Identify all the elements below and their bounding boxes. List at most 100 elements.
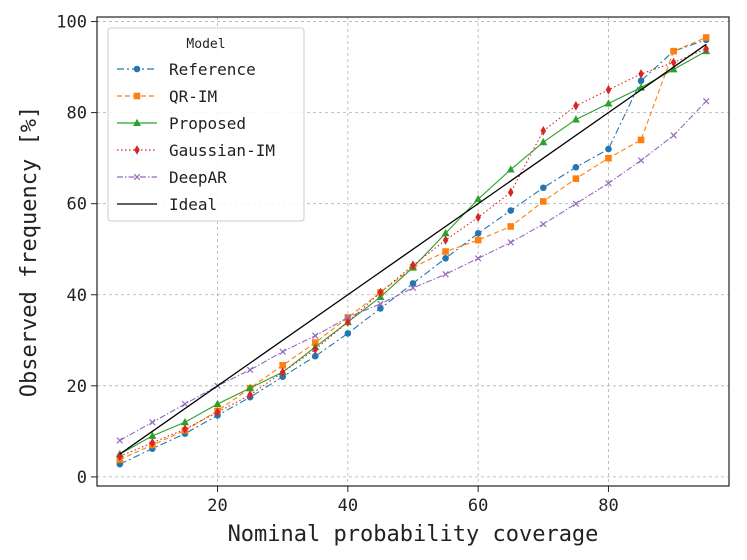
data-point-gaussian-im bbox=[605, 85, 612, 95]
data-point-reference bbox=[442, 255, 449, 262]
data-point-gaussian-im bbox=[182, 424, 188, 434]
legend-entry-proposed: Proposed bbox=[117, 114, 246, 133]
data-point-gaussian-im bbox=[410, 260, 416, 270]
data-point-gaussian-im bbox=[149, 437, 156, 448]
series-ideal bbox=[119, 43, 707, 455]
data-point-gaussian-im bbox=[214, 407, 221, 418]
data-point-proposed bbox=[571, 115, 580, 123]
data-point-proposed bbox=[604, 99, 613, 107]
data-point-gaussian-im bbox=[247, 390, 253, 400]
data-point-deepar bbox=[377, 300, 384, 308]
legend-box bbox=[107, 27, 305, 222]
y-tick-label: 100 bbox=[56, 13, 87, 33]
data-point-reference bbox=[507, 207, 515, 214]
data-point-qr-im bbox=[311, 339, 319, 346]
data-point-gaussian-im bbox=[442, 235, 449, 245]
series-line-ideal bbox=[119, 43, 707, 455]
legend-marker-qr-im bbox=[133, 92, 141, 100]
data-point-gaussian-im bbox=[117, 451, 123, 462]
series-layer bbox=[115, 34, 711, 468]
legend-entry-ideal: Ideal bbox=[117, 195, 217, 214]
legend-marker-deepar bbox=[133, 173, 141, 181]
data-point-deepar bbox=[312, 332, 319, 339]
data-point-qr-im bbox=[507, 223, 515, 230]
x-tick-label: 80 bbox=[598, 496, 618, 516]
data-point-qr-im bbox=[442, 248, 449, 255]
y-tick-label: 60 bbox=[67, 195, 87, 215]
legend-label: DeepAR bbox=[169, 168, 227, 187]
data-point-deepar bbox=[507, 239, 514, 246]
legend-label: Reference bbox=[169, 60, 256, 79]
legend-label: Gaussian-IM bbox=[169, 141, 275, 160]
y-tick-label: 0 bbox=[77, 468, 87, 488]
data-point-deepar bbox=[670, 132, 677, 139]
data-point-qr-im bbox=[474, 236, 482, 244]
data-point-proposed bbox=[669, 65, 678, 73]
data-point-reference bbox=[377, 305, 384, 312]
data-point-reference bbox=[344, 330, 352, 337]
data-point-qr-im bbox=[279, 362, 286, 369]
data-point-deepar bbox=[540, 220, 547, 228]
data-point-proposed bbox=[246, 383, 255, 392]
data-point-deepar bbox=[442, 271, 449, 278]
legend-title: Model bbox=[186, 37, 225, 52]
data-point-deepar bbox=[605, 179, 612, 187]
data-point-proposed bbox=[213, 399, 222, 408]
y-tick-label: 40 bbox=[67, 286, 87, 306]
legend-label: QR-IM bbox=[169, 87, 217, 106]
data-point-gaussian-im bbox=[703, 44, 709, 54]
data-point-gaussian-im bbox=[377, 287, 384, 298]
y-tick-label: 80 bbox=[67, 104, 87, 124]
data-point-gaussian-im bbox=[279, 367, 286, 377]
legend-marker-gaussian-im bbox=[134, 145, 140, 155]
data-point-reference bbox=[311, 352, 319, 360]
data-point-qr-im bbox=[702, 34, 710, 41]
data-point-qr-im bbox=[637, 136, 645, 144]
data-point-qr-im bbox=[670, 47, 677, 55]
legend-label: Ideal bbox=[169, 195, 217, 214]
legend-entry-gaussian-im: Gaussian-IM bbox=[117, 141, 275, 160]
data-point-proposed bbox=[539, 137, 548, 146]
data-point-gaussian-im bbox=[507, 187, 514, 198]
legend-entry-qr-im: QR-IM bbox=[117, 87, 217, 106]
data-point-proposed bbox=[180, 417, 189, 426]
data-point-deepar bbox=[637, 157, 645, 164]
data-point-deepar bbox=[572, 200, 580, 207]
data-point-reference bbox=[605, 145, 612, 153]
x-tick-label: 60 bbox=[468, 496, 488, 516]
legend-marker-proposed bbox=[133, 118, 141, 126]
data-point-proposed bbox=[148, 431, 157, 439]
data-point-reference bbox=[474, 229, 482, 237]
data-point-qr-im bbox=[540, 198, 547, 205]
data-point-gaussian-im bbox=[638, 69, 644, 79]
data-point-deepar bbox=[149, 419, 156, 426]
data-point-deepar bbox=[474, 255, 482, 262]
data-point-gaussian-im bbox=[670, 57, 677, 68]
x-tick-label: 40 bbox=[338, 496, 358, 516]
legend-entry-deepar: DeepAR bbox=[117, 168, 227, 187]
data-point-deepar bbox=[702, 98, 710, 105]
y-tick-label: 20 bbox=[67, 377, 87, 397]
data-point-proposed bbox=[474, 194, 483, 203]
data-point-proposed bbox=[441, 228, 450, 237]
data-point-qr-im bbox=[572, 175, 580, 182]
data-point-proposed bbox=[506, 165, 515, 173]
data-point-reference bbox=[637, 77, 645, 85]
data-point-gaussian-im bbox=[573, 100, 579, 111]
data-point-gaussian-im bbox=[312, 344, 319, 355]
legend: Model Reference QR-IM Proposed Gaussian-IM D… bbox=[107, 27, 305, 222]
legend-label: Proposed bbox=[169, 114, 246, 133]
legend-entries: Reference QR-IM Proposed Gaussian-IM DeepAR I… bbox=[117, 60, 275, 214]
data-point-reference bbox=[572, 163, 580, 171]
legend-marker-reference bbox=[133, 65, 141, 73]
data-point-gaussian-im bbox=[475, 212, 481, 223]
data-point-deepar bbox=[279, 348, 286, 355]
data-point-deepar bbox=[116, 437, 124, 444]
data-point-deepar bbox=[344, 314, 352, 321]
data-point-gaussian-im bbox=[540, 126, 547, 136]
y-axis-label: Observed frequency [%] bbox=[17, 106, 42, 397]
x-tick-label: 20 bbox=[207, 496, 227, 516]
data-point-reference bbox=[540, 184, 547, 192]
legend-entry-reference: Reference bbox=[117, 60, 256, 79]
plot-area-frame bbox=[96, 16, 730, 487]
